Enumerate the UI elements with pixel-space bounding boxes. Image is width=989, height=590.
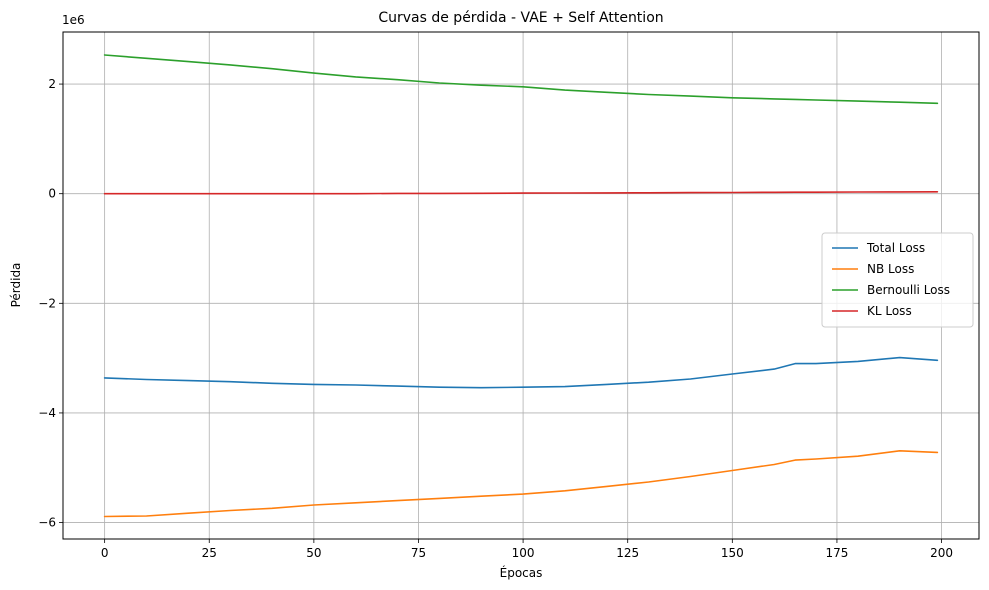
legend-label: Total Loss [866, 241, 925, 255]
x-axis-label: Épocas [500, 565, 543, 580]
legend-label: NB Loss [867, 262, 914, 276]
x-tick-label: 175 [825, 546, 848, 560]
legend: Total Loss NB Loss Bernoulli Loss KL Loss [821, 232, 974, 328]
x-tick-label: 200 [930, 546, 953, 560]
series-line-total-loss [103, 356, 939, 389]
legend-label: Bernoulli Loss [867, 283, 950, 297]
series-line-kl-loss [103, 191, 939, 195]
y-tick-label: 2 [48, 77, 56, 91]
legend-label: KL Loss [867, 304, 912, 318]
plot-frame [62, 31, 980, 540]
x-tick-label: 150 [721, 546, 744, 560]
y-axis-label: Pérdida [9, 263, 23, 308]
x-tick-label: 75 [411, 546, 426, 560]
y-tick-label: −4 [38, 406, 56, 420]
y-axis-offset-label: 1e6 [62, 13, 85, 27]
x-tick-label: 125 [616, 546, 639, 560]
x-tick-label: 0 [101, 546, 109, 560]
series-line-nb-loss [103, 449, 939, 518]
legend-box [821, 232, 974, 328]
y-tick-label: −6 [38, 516, 56, 530]
x-tick-label: 25 [202, 546, 217, 560]
y-tick-label: −2 [38, 296, 56, 310]
x-tick-label: 100 [512, 546, 535, 560]
ticks: 0 25 50 75 100 125 150 175 200 2 0 −2 −4 −6 [38, 77, 953, 560]
chart-title: Curvas de pérdida - VAE + Self Attention [378, 10, 663, 26]
y-tick-label: 0 [48, 187, 56, 201]
series-lines [103, 54, 939, 518]
series-line-bernoulli-loss [103, 54, 939, 105]
x-tick-label: 50 [306, 546, 321, 560]
